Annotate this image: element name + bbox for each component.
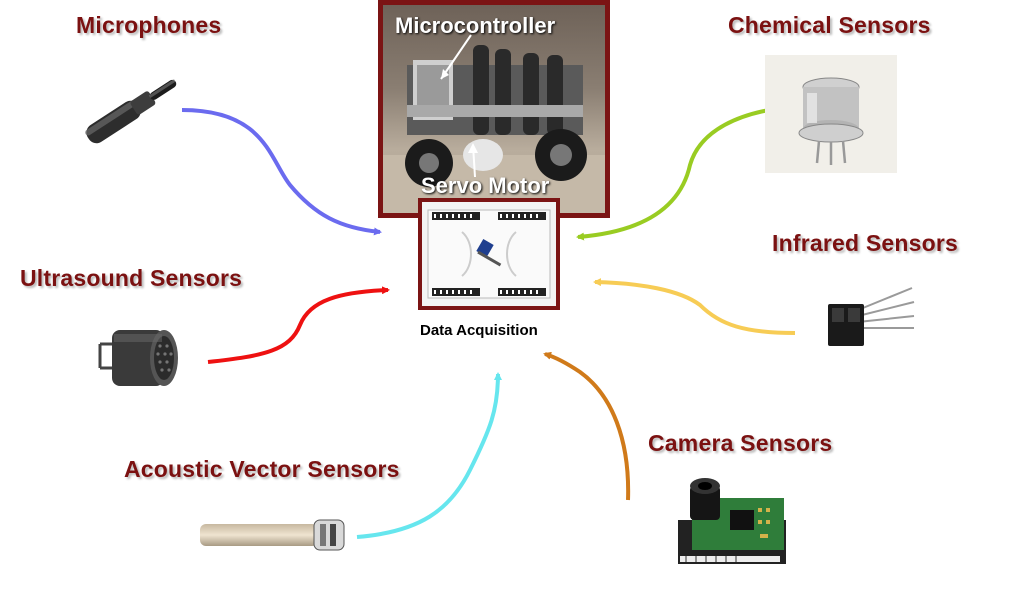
- robot-photo-frame: Microcontroller Servo Motor: [378, 0, 610, 218]
- acoustic-vector-sensor-image: [200, 519, 345, 551]
- arrow-ultrasound: [207, 286, 390, 364]
- chemical-sensor-image: [765, 55, 897, 173]
- robot-photo: Microcontroller Servo Motor: [383, 5, 605, 213]
- microphone-image: [85, 79, 177, 144]
- data-acquisition-caption: Data Acquisition: [420, 322, 538, 339]
- data-acquisition-frame: [418, 198, 560, 310]
- robot-illustration: [383, 34, 605, 213]
- ultrasound-sensor-image: [98, 330, 178, 386]
- ultrasound-sensors-label: Ultrasound Sensors: [20, 265, 243, 291]
- acoustic-vector-sensors-label: Acoustic Vector Sensors: [124, 456, 400, 482]
- arrow-infrared: [593, 278, 796, 335]
- arrow-chemical: [576, 105, 791, 241]
- infrared-sensors-label: Infrared Sensors: [772, 230, 958, 256]
- data-acquisition-device: [422, 202, 556, 306]
- arrow-camera: [543, 351, 631, 501]
- chemical-sensors-label: Chemical Sensors: [728, 12, 931, 38]
- arrow-acoustic-vector: [356, 372, 502, 539]
- camera-sensors-label: Camera Sensors: [648, 430, 833, 456]
- camera-sensor-image: [678, 478, 786, 564]
- servo-motor-label: Servo Motor: [421, 173, 550, 198]
- microphones-label: Microphones: [76, 12, 222, 38]
- arrow-microphones: [181, 108, 382, 236]
- infrared-sensor-image: [828, 287, 915, 346]
- daq-device-illustration: [427, 209, 551, 299]
- microcontroller-label: Microcontroller: [395, 13, 556, 38]
